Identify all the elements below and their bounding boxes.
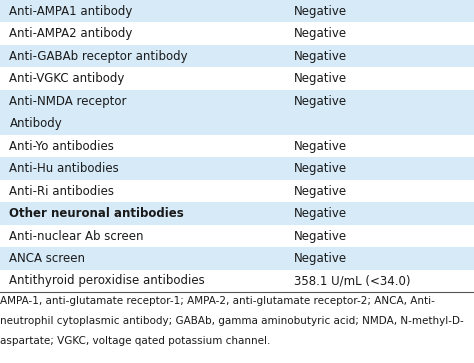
FancyBboxPatch shape [0, 23, 474, 45]
FancyBboxPatch shape [0, 225, 474, 247]
Text: Other neuronal antibodies: Other neuronal antibodies [9, 207, 184, 220]
Text: Anti-AMPA2 antibody: Anti-AMPA2 antibody [9, 27, 133, 40]
Text: neutrophil cytoplasmic antibody; GABAb, gamma aminobutyric acid; NMDA, N-methyl-: neutrophil cytoplasmic antibody; GABAb, … [0, 316, 464, 326]
FancyBboxPatch shape [0, 113, 474, 135]
FancyBboxPatch shape [0, 270, 474, 292]
Text: Anti-Hu antibodies: Anti-Hu antibodies [9, 162, 119, 175]
FancyBboxPatch shape [0, 135, 474, 157]
Text: Negative: Negative [294, 207, 347, 220]
Text: Anti-Yo antibodies: Anti-Yo antibodies [9, 140, 114, 152]
Text: Negative: Negative [294, 252, 347, 265]
Text: Antithyroid peroxidise antibodies: Antithyroid peroxidise antibodies [9, 274, 205, 287]
Text: Negative: Negative [294, 27, 347, 40]
Text: Negative: Negative [294, 229, 347, 242]
Text: Negative: Negative [294, 140, 347, 152]
FancyBboxPatch shape [0, 157, 474, 180]
Text: Anti-GABAb receptor antibody: Anti-GABAb receptor antibody [9, 50, 188, 63]
Text: Negative: Negative [294, 95, 347, 108]
Text: ANCA screen: ANCA screen [9, 252, 85, 265]
Text: Anti-NMDA receptor: Anti-NMDA receptor [9, 95, 127, 108]
Text: Negative: Negative [294, 184, 347, 197]
FancyBboxPatch shape [0, 247, 474, 270]
Text: Negative: Negative [294, 162, 347, 175]
FancyBboxPatch shape [0, 0, 474, 23]
Text: Negative: Negative [294, 5, 347, 18]
FancyBboxPatch shape [0, 180, 474, 202]
FancyBboxPatch shape [0, 202, 474, 225]
Text: 358.1 U/mL (<34.0): 358.1 U/mL (<34.0) [294, 274, 410, 287]
Text: Negative: Negative [294, 50, 347, 63]
Text: AMPA-1, anti-glutamate receptor-1; AMPA-2, anti-glutamate receptor-2; ANCA, Anti: AMPA-1, anti-glutamate receptor-1; AMPA-… [0, 296, 435, 306]
FancyBboxPatch shape [0, 45, 474, 68]
FancyBboxPatch shape [0, 68, 474, 90]
FancyBboxPatch shape [0, 90, 474, 113]
Text: Antibody: Antibody [9, 117, 62, 130]
Text: Anti-Ri antibodies: Anti-Ri antibodies [9, 184, 115, 197]
Text: Anti-VGKC antibody: Anti-VGKC antibody [9, 72, 125, 85]
Text: Negative: Negative [294, 72, 347, 85]
Text: Anti-AMPA1 antibody: Anti-AMPA1 antibody [9, 5, 133, 18]
Text: Anti-nuclear Ab screen: Anti-nuclear Ab screen [9, 229, 144, 242]
Text: aspartate; VGKC, voltage qated potassium channel.: aspartate; VGKC, voltage qated potassium… [0, 336, 270, 346]
